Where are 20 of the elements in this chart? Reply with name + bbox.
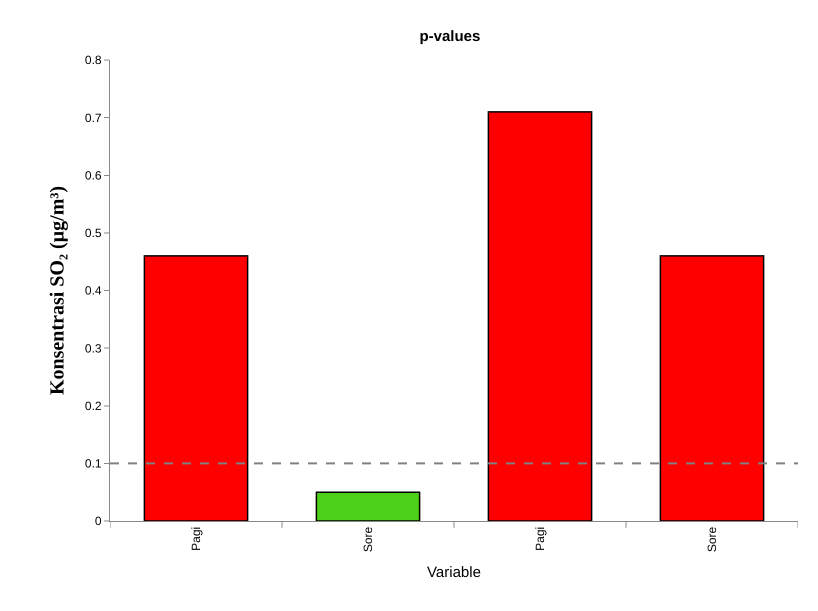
y-tick-label: 0.1 bbox=[84, 456, 102, 471]
chart-title: p-values bbox=[419, 28, 480, 46]
y-axis-title: Konsentrasi SO₂ (µg/m³) bbox=[46, 186, 68, 396]
y-tick-label: 0.4 bbox=[84, 284, 102, 298]
bar bbox=[488, 111, 592, 521]
y-tick-label: 0 bbox=[94, 514, 102, 528]
x-tick-label: Pagi bbox=[188, 526, 203, 551]
bar bbox=[144, 255, 248, 521]
y-tick-label: 0.5 bbox=[84, 226, 102, 240]
bar bbox=[316, 491, 420, 521]
x-tick-label: Sore bbox=[360, 526, 375, 552]
x-axis-title: Variable bbox=[427, 564, 481, 582]
bar bbox=[660, 255, 764, 521]
x-tick-label: Pagi bbox=[532, 526, 547, 551]
y-tick-label: 0.3 bbox=[84, 341, 102, 356]
x-tick-label: Sore bbox=[704, 526, 719, 552]
y-tick-label: 0.2 bbox=[84, 398, 102, 413]
y-tick-label: 0.6 bbox=[84, 168, 102, 182]
y-tick-label: 0.8 bbox=[84, 53, 102, 68]
y-tick-label: 0.7 bbox=[84, 110, 102, 125]
